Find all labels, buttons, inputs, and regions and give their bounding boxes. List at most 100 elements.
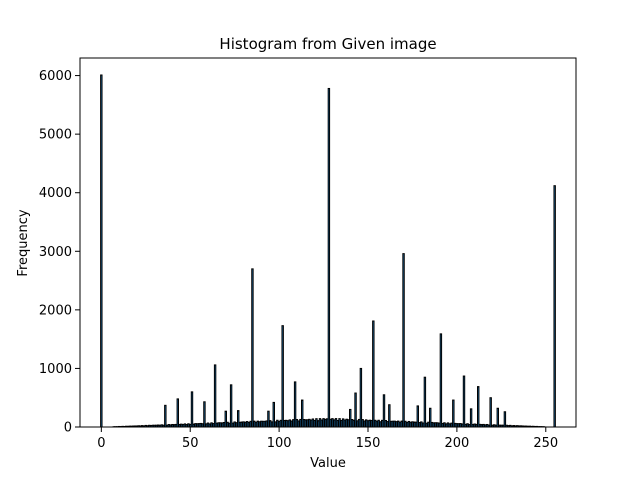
histogram-bar [382,394,386,428]
histogram-bar [333,419,336,428]
histogram-bar [221,422,224,428]
histogram-bar [301,399,304,428]
plot-frame [79,57,577,428]
histogram-bar [340,419,343,428]
histogram-bar [446,422,450,428]
histogram-bar [421,422,425,428]
histogram-bar [381,419,384,428]
histogram-bar [389,420,393,428]
histogram-bar [229,384,233,428]
histogram-bar [443,422,446,428]
histogram-bar [222,421,226,428]
histogram-bar [370,419,373,428]
histogram-bar [450,422,453,428]
histogram-bar [453,422,457,428]
histogram-bar [199,422,203,428]
histogram-bar [361,419,364,428]
histogram-bar [345,418,348,428]
histogram-bar [386,421,389,428]
histogram-bar [459,423,462,428]
histogram-bar [352,419,355,428]
histogram-bar [377,419,380,428]
histogram-bar [313,419,316,428]
histogram-bar [256,420,259,428]
histogram-bar [379,421,382,428]
histogram-bar [354,392,357,428]
y-tick-label: 0 [64,421,72,436]
histogram-bar [423,376,427,428]
histogram-bar [407,420,411,428]
x-tick-label: 150 [356,436,381,451]
histogram-bar [347,419,350,428]
histogram-bar [164,404,167,428]
histogram-bar [393,420,396,428]
histogram-bar [318,418,322,428]
histogram-bar [274,421,277,428]
histogram-bar [409,421,412,428]
histogram-bar [427,421,430,428]
x-tick-label: 250 [533,436,558,451]
histogram-bar [341,418,345,428]
histogram-bar [203,401,206,428]
chart-title: Histogram from Given image [219,35,436,53]
histogram-bar [295,419,299,428]
histogram-bar [245,421,249,428]
histogram-bar [391,420,395,428]
histogram-bar [331,418,334,428]
histogram-bar [261,420,265,428]
histogram-bar [457,423,460,428]
histogram-bar [228,422,231,428]
histogram-bar [411,421,414,428]
histogram-bar [437,422,441,428]
histogram-bar [413,421,416,428]
histogram-bar [325,418,329,428]
histogram-bar [292,419,295,428]
histogram-bar [210,422,213,428]
histogram-bar [452,399,455,428]
histogram-bar [247,421,251,428]
histogram-bar [265,420,268,428]
histogram-bar [432,422,435,428]
histogram-bar [373,419,377,428]
histogram-bar [242,421,245,428]
histogram-bar [258,421,261,428]
x-axis-label: Value [310,456,346,471]
histogram-bar [372,320,375,428]
histogram-bar [436,422,439,428]
histogram-bar [197,423,201,428]
histogram-bar [434,422,437,428]
histogram-bar [429,407,432,428]
histogram-bar [263,420,267,428]
histogram-bar [194,423,197,428]
histogram-bar [244,421,247,428]
histogram-bar [425,422,428,428]
histogram-bar [267,410,270,428]
histogram-bar [327,87,331,428]
y-axis: 0 1000 2000 3000 4000 5000 6000 [39,69,80,436]
histogram-bar [402,253,405,428]
histogram-bar [235,422,238,428]
histogram-bar [349,408,352,428]
histogram-bar [404,420,407,428]
histogram-bar [430,421,434,428]
histogram-bar [317,420,320,428]
histogram-bar [336,420,339,428]
histogram-bar [388,404,391,428]
histogram-bar [288,419,291,428]
histogram-bar [251,268,254,428]
histogram-bar [306,419,309,428]
histogram-bar [462,375,466,428]
histogram-bar [279,419,283,428]
y-tick-label: 3000 [39,245,72,260]
histogram-bar [320,419,323,428]
histogram-bar [249,420,252,428]
histogram-bar [308,418,311,428]
histogram-bar [219,422,222,428]
x-tick-label: 0 [97,436,105,451]
x-tick-label: 100 [267,436,292,451]
histogram-bar [455,423,459,428]
histogram-bar [489,397,492,428]
histogram-bar [368,419,371,428]
histogram-bar [215,422,219,428]
